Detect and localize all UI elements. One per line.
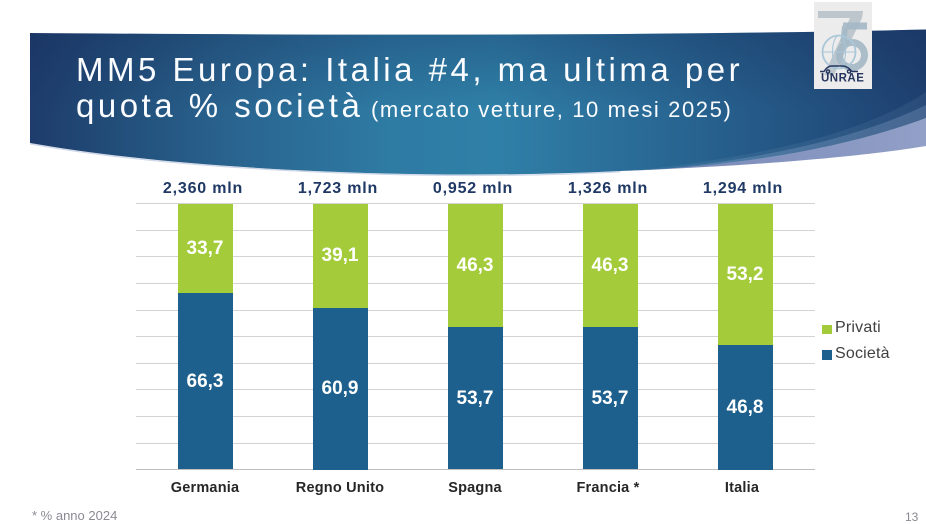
svg-text:UNRAE: UNRAE (821, 73, 864, 85)
